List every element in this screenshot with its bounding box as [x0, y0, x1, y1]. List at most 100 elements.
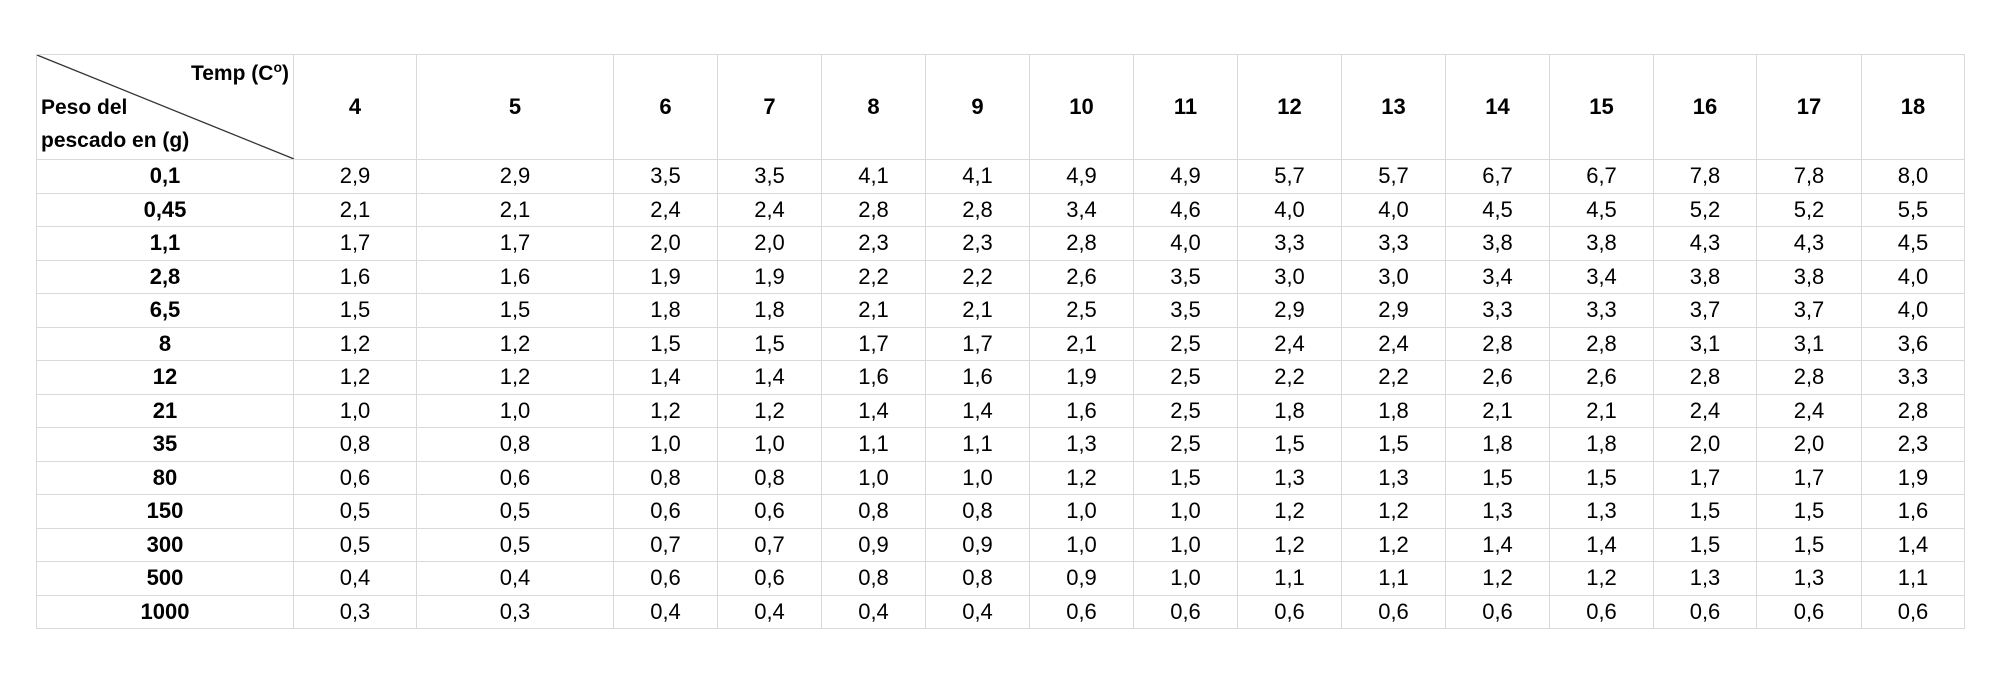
cell: 1,7 — [416, 226, 614, 261]
cell: 1,5 — [1549, 460, 1654, 495]
cell: 2,2 — [821, 259, 926, 294]
cell: 0,5 — [416, 527, 614, 562]
cell: 3,8 — [1653, 259, 1757, 294]
cell: 2,5 — [1133, 393, 1238, 428]
cell: 0,8 — [717, 460, 822, 495]
cell: 0,6 — [613, 561, 718, 596]
cell: 2,4 — [1341, 326, 1446, 361]
temp-label: Temp (Co) — [191, 59, 289, 86]
cell: 1,9 — [1029, 360, 1134, 395]
cell: 0,8 — [821, 561, 926, 596]
table-row: 0,45 2,1 2,1 2,4 2,4 2,8 2,8 3,4 4,6 4,0 4,0 4,5 4,5… — [36, 192, 1965, 227]
cell: 0,8 — [293, 427, 417, 462]
column-header: 13 — [1341, 54, 1446, 160]
cell: 1,0 — [925, 460, 1030, 495]
cell: 0,8 — [416, 427, 614, 462]
cell: 3,4 — [1029, 192, 1134, 227]
cell: 3,1 — [1653, 326, 1757, 361]
table-row: 35 0,8 0,8 1,0 1,0 1,1 1,1 1,3 2,5 1,5 1,5 1,8 1,8 2,… — [36, 427, 1965, 462]
cell: 1,1 — [821, 427, 926, 462]
cell: 1,0 — [1133, 561, 1238, 596]
cell: 2,8 — [1861, 393, 1965, 428]
cell: 0,9 — [925, 527, 1030, 562]
row-header: 0,1 — [36, 159, 294, 194]
row-header: 12 — [36, 360, 294, 395]
cell: 3,3 — [1237, 226, 1342, 261]
cell: 1,2 — [1029, 460, 1134, 495]
cell: 2,6 — [1445, 360, 1550, 395]
cell: 1,0 — [821, 460, 926, 495]
cell: 1,3 — [1653, 561, 1757, 596]
cell: 3,3 — [1861, 360, 1965, 395]
cell: 4,0 — [1861, 259, 1965, 294]
cell: 0,4 — [613, 594, 718, 629]
cell: 4,5 — [1445, 192, 1550, 227]
row-header: 21 — [36, 393, 294, 428]
cell: 3,7 — [1653, 293, 1757, 328]
cell: 1,6 — [1861, 494, 1965, 529]
cell: 2,4 — [1756, 393, 1862, 428]
cell: 2,8 — [1029, 226, 1134, 261]
cell: 2,5 — [1029, 293, 1134, 328]
cell: 0,4 — [925, 594, 1030, 629]
cell: 1,0 — [1029, 527, 1134, 562]
cell: 1,2 — [293, 360, 417, 395]
table-row: 500 0,4 0,4 0,6 0,6 0,8 0,8 0,9 1,0 1,1 1,1 1,2 1,2 1… — [36, 561, 1965, 596]
row-header: 6,5 — [36, 293, 294, 328]
cell: 0,4 — [293, 561, 417, 596]
cell: 1,2 — [1445, 561, 1550, 596]
cell: 1,0 — [1133, 527, 1238, 562]
table-row: 80 0,6 0,6 0,8 0,8 1,0 1,0 1,2 1,5 1,3 1,3 1,5 1,5 1,… — [36, 460, 1965, 495]
temp-sup: o — [273, 59, 282, 75]
cell: 3,5 — [1133, 259, 1238, 294]
cell: 1,8 — [1549, 427, 1654, 462]
cell: 1,3 — [1756, 561, 1862, 596]
column-header: 16 — [1653, 54, 1757, 160]
table-row: 8 1,2 1,2 1,5 1,5 1,7 1,7 2,1 2,5 2,4 2,4 2,8 2,8 3,1… — [36, 326, 1965, 361]
cell: 2,0 — [717, 226, 822, 261]
cell: 0,6 — [1756, 594, 1862, 629]
cell: 4,0 — [1861, 293, 1965, 328]
cell: 0,8 — [821, 494, 926, 529]
cell: 4,1 — [925, 159, 1030, 194]
column-header: 14 — [1445, 54, 1550, 160]
cell: 3,4 — [1549, 259, 1654, 294]
cell: 1,2 — [717, 393, 822, 428]
cell: 1,2 — [1237, 494, 1342, 529]
cell: 2,9 — [1341, 293, 1446, 328]
cell: 1,5 — [1756, 494, 1862, 529]
cell: 0,6 — [717, 494, 822, 529]
cell: 6,7 — [1549, 159, 1654, 194]
cell: 1,0 — [613, 427, 718, 462]
table-row: 1,1 1,7 1,7 2,0 2,0 2,3 2,3 2,8 4,0 3,3 3,3 3,8 3,8 4… — [36, 226, 1965, 261]
cell: 0,7 — [613, 527, 718, 562]
cell: 3,5 — [613, 159, 718, 194]
cell: 2,8 — [925, 192, 1030, 227]
cell: 2,9 — [416, 159, 614, 194]
row-header: 150 — [36, 494, 294, 529]
cell: 1,8 — [1237, 393, 1342, 428]
cell: 5,7 — [1341, 159, 1446, 194]
cell: 1,6 — [925, 360, 1030, 395]
cell: 3,8 — [1549, 226, 1654, 261]
cell: 0,8 — [925, 561, 1030, 596]
cell: 2,4 — [717, 192, 822, 227]
cell: 0,4 — [717, 594, 822, 629]
cell: 2,8 — [1756, 360, 1862, 395]
cell: 1,6 — [293, 259, 417, 294]
cell: 2,2 — [1237, 360, 1342, 395]
column-header: 8 — [821, 54, 926, 160]
cell: 1,7 — [1653, 460, 1757, 495]
cell: 3,7 — [1756, 293, 1862, 328]
cell: 3,0 — [1237, 259, 1342, 294]
cell: 1,9 — [1861, 460, 1965, 495]
cell: 1,7 — [1756, 460, 1862, 495]
cell: 3,4 — [1445, 259, 1550, 294]
cell: 1,5 — [1653, 527, 1757, 562]
cell: 4,0 — [1237, 192, 1342, 227]
cell: 4,1 — [821, 159, 926, 194]
column-header: 17 — [1756, 54, 1862, 160]
cell: 3,5 — [1133, 293, 1238, 328]
cell: 4,5 — [1549, 192, 1654, 227]
